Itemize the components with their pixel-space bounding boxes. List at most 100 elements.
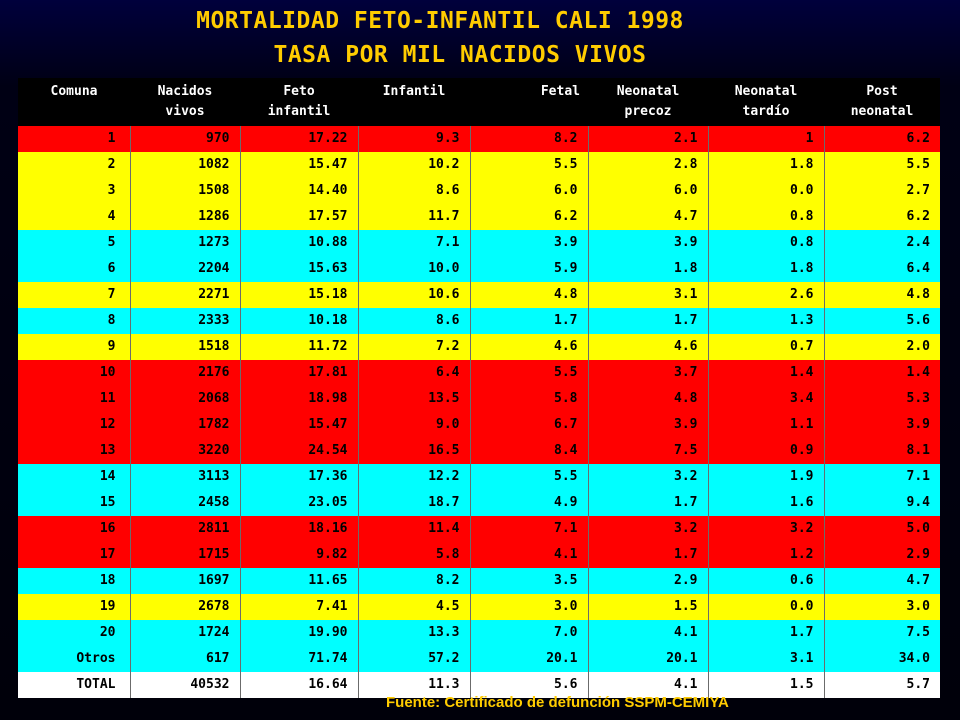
value-cell: 7.5 bbox=[823, 620, 940, 646]
value-cell: 2.7 bbox=[823, 178, 940, 204]
value-cell: 6.4 bbox=[357, 360, 470, 386]
value-cell: 2.1 bbox=[587, 126, 708, 152]
value-cell: 34.0 bbox=[823, 646, 940, 672]
value-cell: 0.0 bbox=[707, 178, 824, 204]
value-cell: 1.3 bbox=[707, 308, 824, 334]
source-note: Fuente: Certificado de defunción SSPM-CE… bbox=[386, 694, 729, 711]
comuna-cell: 6 bbox=[18, 256, 130, 282]
value-cell: 6.2 bbox=[823, 126, 940, 152]
value-cell: 617 bbox=[129, 646, 240, 672]
value-cell: 7.0 bbox=[469, 620, 588, 646]
value-cell: 7.1 bbox=[823, 464, 940, 490]
value-cell: 2458 bbox=[129, 490, 240, 516]
value-cell: 1286 bbox=[129, 204, 240, 230]
comuna-cell: 16 bbox=[18, 516, 130, 542]
value-cell: 1.8 bbox=[707, 256, 824, 282]
value-cell: 20.1 bbox=[469, 646, 588, 672]
value-cell: 16.64 bbox=[239, 672, 358, 698]
value-cell: 0.7 bbox=[707, 334, 824, 360]
value-cell: 16.5 bbox=[357, 438, 470, 464]
table-row: 12 1782 15.47 9.0 6.7 3.9 1.1 3.9 bbox=[18, 412, 940, 438]
table-row: 16 2811 18.16 11.4 7.1 3.2 3.2 5.0 bbox=[18, 516, 940, 542]
value-cell: 1724 bbox=[129, 620, 240, 646]
comuna-cell: 12 bbox=[18, 412, 130, 438]
value-cell: 0.8 bbox=[707, 204, 824, 230]
column-header-line1: Feto bbox=[283, 84, 315, 99]
value-cell: 5.0 bbox=[823, 516, 940, 542]
value-cell: 2.8 bbox=[587, 152, 708, 178]
value-cell: 9.3 bbox=[357, 126, 470, 152]
value-cell: 24.54 bbox=[239, 438, 358, 464]
value-cell: 11.3 bbox=[357, 672, 470, 698]
value-cell: 1782 bbox=[129, 412, 240, 438]
mortality-table: Comuna Nacidos vivos Feto infantil Infantil … bbox=[18, 78, 940, 698]
value-cell: 9.4 bbox=[823, 490, 940, 516]
value-cell: 15.47 bbox=[239, 152, 358, 178]
column-header: Post neonatal bbox=[824, 78, 940, 126]
column-header: Fetal bbox=[470, 78, 588, 126]
value-cell: 1.2 bbox=[707, 542, 824, 568]
value-cell: 2678 bbox=[129, 594, 240, 620]
value-cell: 13.5 bbox=[357, 386, 470, 412]
value-cell: 2176 bbox=[129, 360, 240, 386]
value-cell: 14.40 bbox=[239, 178, 358, 204]
value-cell: 17.57 bbox=[239, 204, 358, 230]
value-cell: 11.72 bbox=[239, 334, 358, 360]
column-header-line2: infantil bbox=[267, 104, 331, 119]
table-body: 1 970 17.22 9.3 8.2 2.1 1 6.2 2 1082 15.47 10.2 5.5 2… bbox=[18, 126, 940, 698]
value-cell: 1518 bbox=[129, 334, 240, 360]
value-cell: 6.0 bbox=[587, 178, 708, 204]
column-header: Neonatal tardío bbox=[708, 78, 824, 126]
value-cell: 3220 bbox=[129, 438, 240, 464]
table-row: 10 2176 17.81 6.4 5.5 3.7 1.4 1.4 bbox=[18, 360, 940, 386]
table-row: 3 1508 14.40 8.6 6.0 6.0 0.0 2.7 bbox=[18, 178, 940, 204]
comuna-cell: 19 bbox=[18, 594, 130, 620]
comuna-cell: 14 bbox=[18, 464, 130, 490]
table-row: 11 2068 18.98 13.5 5.8 4.8 3.4 5.3 bbox=[18, 386, 940, 412]
value-cell: 19.90 bbox=[239, 620, 358, 646]
value-cell: 8.6 bbox=[357, 178, 470, 204]
value-cell: 0.9 bbox=[707, 438, 824, 464]
value-cell: 1.7 bbox=[587, 542, 708, 568]
value-cell: 57.2 bbox=[357, 646, 470, 672]
column-header-line2 bbox=[366, 102, 462, 122]
comuna-cell: 4 bbox=[18, 204, 130, 230]
value-cell: 2.9 bbox=[823, 542, 940, 568]
comuna-cell: 9 bbox=[18, 334, 130, 360]
column-header-line1: Nacidos bbox=[157, 84, 213, 99]
comuna-cell: 20 bbox=[18, 620, 130, 646]
comuna-cell: 3 bbox=[18, 178, 130, 204]
value-cell: 17.36 bbox=[239, 464, 358, 490]
comuna-cell: 18 bbox=[18, 568, 130, 594]
value-cell: 5.6 bbox=[469, 672, 588, 698]
comuna-cell: 1 bbox=[18, 126, 130, 152]
value-cell: 4.8 bbox=[469, 282, 588, 308]
value-cell: 18.98 bbox=[239, 386, 358, 412]
slide-subtitle: TASA POR MIL NACIDOS VIVOS bbox=[273, 42, 647, 68]
column-header-line2: tardío bbox=[742, 104, 790, 119]
value-cell: 12.2 bbox=[357, 464, 470, 490]
value-cell: 11.65 bbox=[239, 568, 358, 594]
value-cell: 7.41 bbox=[239, 594, 358, 620]
value-cell: 7.5 bbox=[587, 438, 708, 464]
value-cell: 3.1 bbox=[707, 646, 824, 672]
value-cell: 9.0 bbox=[357, 412, 470, 438]
value-cell: 5.9 bbox=[469, 256, 588, 282]
value-cell: 2204 bbox=[129, 256, 240, 282]
value-cell: 1715 bbox=[129, 542, 240, 568]
comuna-cell: 8 bbox=[18, 308, 130, 334]
comuna-cell: 10 bbox=[18, 360, 130, 386]
column-header-line1: Post bbox=[866, 84, 898, 99]
value-cell: 13.3 bbox=[357, 620, 470, 646]
table-row: 8 2333 10.18 8.6 1.7 1.7 1.3 5.6 bbox=[18, 308, 940, 334]
value-cell: 1.7 bbox=[707, 620, 824, 646]
value-cell: 1508 bbox=[129, 178, 240, 204]
value-cell: 4.7 bbox=[587, 204, 708, 230]
value-cell: 3113 bbox=[129, 464, 240, 490]
table-row: TOTAL 40532 16.64 11.3 5.6 4.1 1.5 5.7 bbox=[18, 672, 940, 698]
value-cell: 3.2 bbox=[587, 464, 708, 490]
value-cell: 0.6 bbox=[707, 568, 824, 594]
column-header: Neonatal precoz bbox=[588, 78, 708, 126]
comuna-cell: 13 bbox=[18, 438, 130, 464]
value-cell: 5.5 bbox=[823, 152, 940, 178]
